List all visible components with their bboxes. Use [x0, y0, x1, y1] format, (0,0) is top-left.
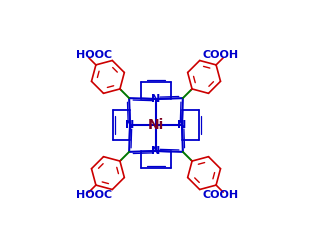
Text: HOOC: HOOC [76, 190, 112, 200]
Text: Ni: Ni [148, 118, 164, 132]
Text: COOH: COOH [202, 50, 238, 60]
Text: HOOC: HOOC [76, 50, 112, 60]
Text: N: N [151, 146, 161, 156]
Text: N: N [126, 120, 135, 130]
Text: COOH: COOH [202, 190, 238, 200]
Text: N: N [177, 120, 187, 130]
Text: N: N [151, 94, 161, 104]
